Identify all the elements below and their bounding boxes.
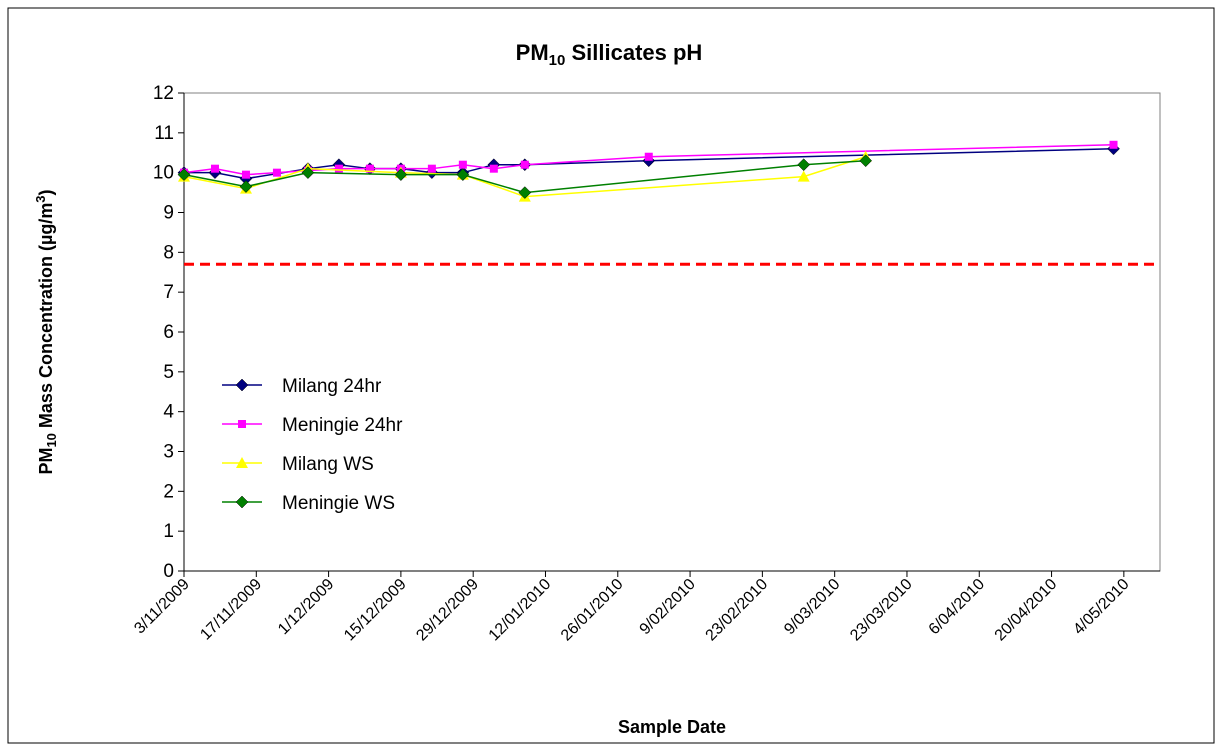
- y-label-part: 3: [33, 195, 48, 202]
- plot-area: [183, 92, 1161, 572]
- legend-marker: [235, 495, 249, 509]
- marker: [427, 164, 436, 173]
- title-part: Sillicates pH: [565, 40, 702, 65]
- marker: [797, 170, 810, 182]
- y-tick-label: 1: [163, 521, 174, 542]
- y-tick-label: 10: [153, 163, 174, 184]
- marker: [458, 160, 467, 169]
- title-part: PM: [516, 40, 549, 65]
- marker: [644, 152, 653, 161]
- y-tick-label: 5: [163, 362, 174, 383]
- y-tick-label: 2: [163, 481, 174, 502]
- marker: [859, 154, 873, 168]
- legend-label: Milang 24hr: [282, 376, 382, 397]
- y-label-part: 10: [44, 433, 59, 447]
- marker: [239, 180, 253, 193]
- marker: [241, 170, 250, 179]
- y-tick-label: 7: [163, 282, 174, 303]
- legend-marker: [235, 378, 249, 392]
- y-tick-label: 8: [163, 242, 174, 263]
- y-label-part: ): [36, 189, 56, 195]
- marker: [797, 158, 811, 172]
- marker: [518, 186, 532, 199]
- title-part: 10: [549, 52, 566, 69]
- chart-title: PM10 Sillicates pH: [516, 40, 703, 69]
- legend-label: Milang WS: [282, 454, 374, 475]
- marker: [1109, 140, 1118, 149]
- y-label-part: PM: [36, 448, 56, 475]
- y-label-part: Mass Concentration (µg/m: [36, 203, 56, 433]
- legend-marker: [236, 457, 248, 468]
- legend-label: Meningie WS: [282, 493, 395, 514]
- marker: [365, 164, 374, 173]
- marker: [301, 166, 315, 180]
- marker: [489, 164, 498, 173]
- x-axis-label: Sample Date: [618, 717, 726, 737]
- y-tick-label: 3: [163, 442, 174, 463]
- series-line: [183, 144, 1114, 176]
- y-tick-label: 6: [163, 322, 174, 343]
- y-tick-label: 11: [154, 123, 174, 144]
- marker: [520, 160, 529, 169]
- y-tick-label: 0: [163, 561, 174, 582]
- marker: [210, 164, 219, 173]
- y-axis-label: PM10 Mass Concentration (µg/m3): [33, 189, 59, 474]
- series-line: [183, 159, 866, 194]
- series-line: [183, 156, 866, 198]
- legend-marker: [238, 420, 246, 428]
- marker: [394, 168, 408, 182]
- y-tick-label: 12: [153, 83, 174, 104]
- marker: [456, 168, 470, 182]
- marker: [272, 168, 281, 177]
- legend-label: Meningie 24hr: [282, 415, 403, 436]
- marker: [334, 164, 343, 173]
- y-tick-label: 9: [163, 203, 174, 224]
- y-tick-label: 4: [163, 402, 174, 423]
- marker: [177, 168, 191, 182]
